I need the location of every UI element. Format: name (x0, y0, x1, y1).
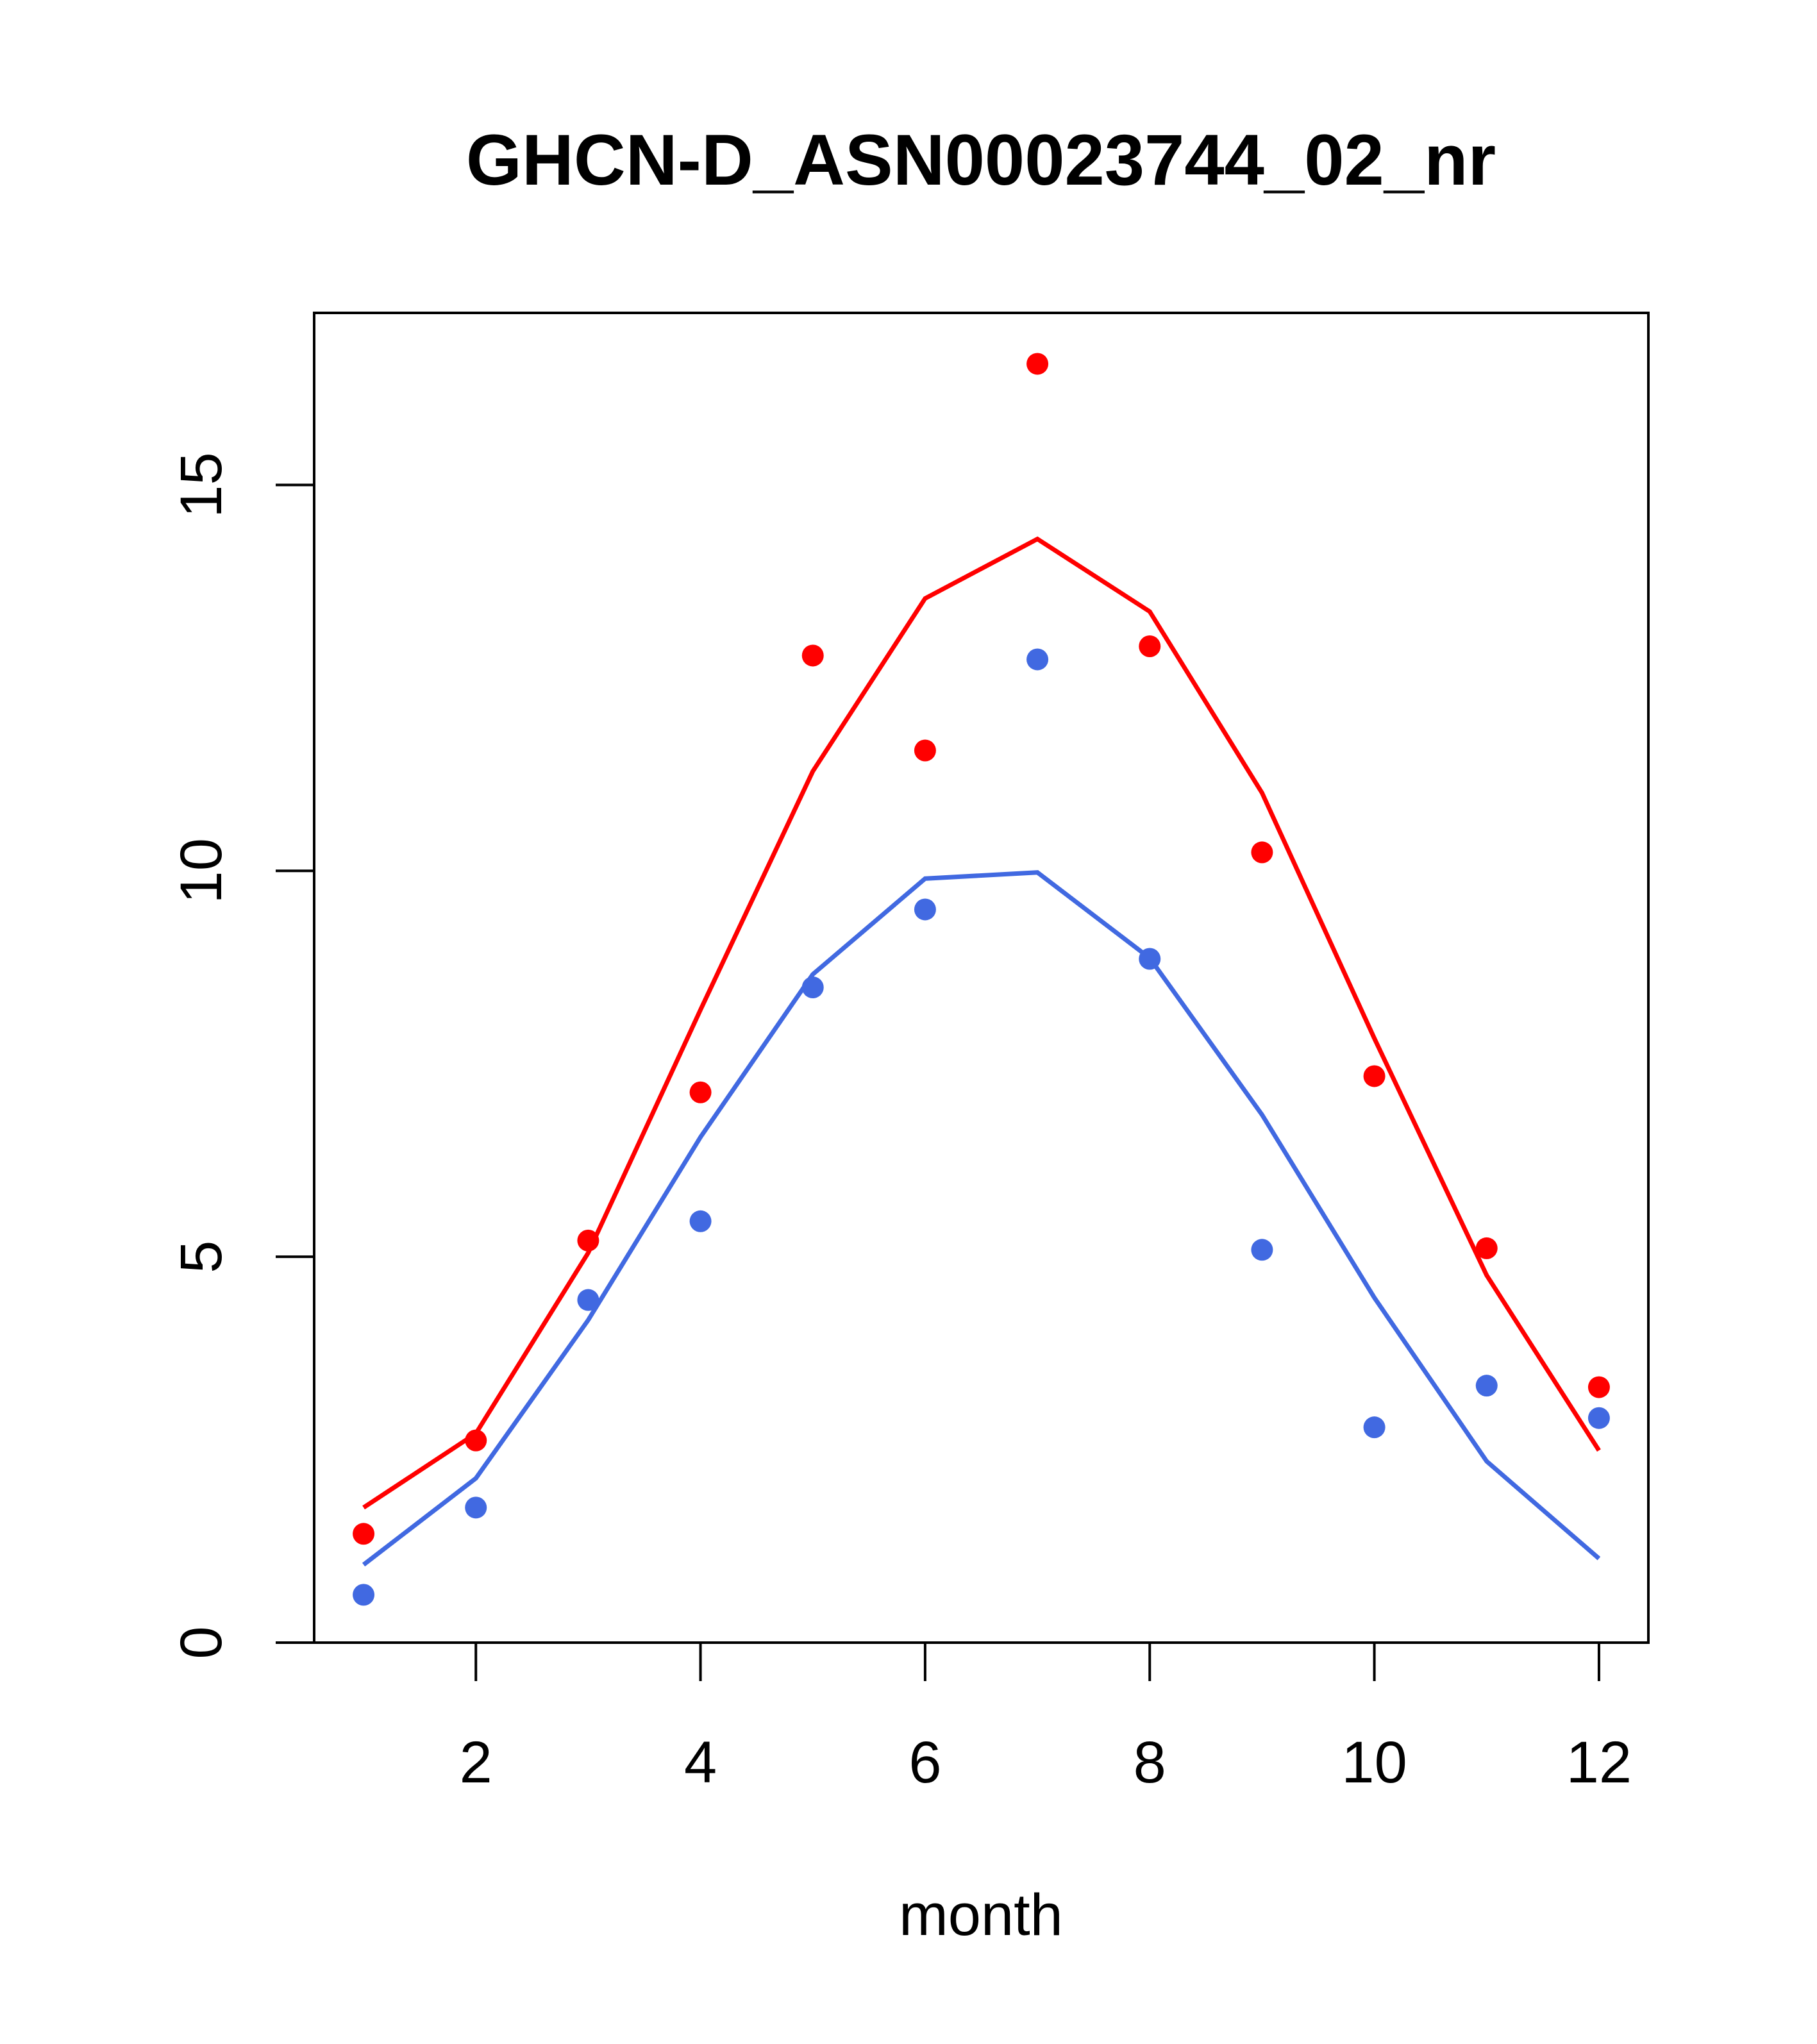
data-point (1139, 635, 1161, 658)
data-point (353, 1523, 375, 1545)
data-point (1026, 353, 1049, 375)
y-tick-label: 0 (169, 1626, 234, 1659)
data-point (577, 1229, 599, 1252)
data-point (914, 739, 936, 762)
data-point (801, 644, 824, 667)
plot-frame (313, 312, 1650, 1644)
data-point (1139, 948, 1161, 970)
y-tick-label: 15 (169, 452, 234, 517)
data-point (465, 1496, 487, 1519)
data-point (1587, 1407, 1610, 1429)
marks (353, 353, 1610, 1606)
x-tick-label: 10 (1341, 1730, 1407, 1795)
data-point (914, 898, 936, 921)
axes: 2 4 6 8 10 12 0 5 10 15 (169, 452, 1632, 1795)
data-point (1587, 1376, 1610, 1398)
x-tick-label: 6 (908, 1730, 941, 1795)
chart-title: GHCN-D_ASN00023744_02_nr (466, 120, 1496, 200)
data-point (353, 1584, 375, 1606)
data-point (1475, 1237, 1498, 1259)
series-line (362, 536, 1601, 1510)
series-line (362, 870, 1601, 1567)
x-tick-label: 2 (460, 1730, 492, 1795)
data-point (1363, 1065, 1386, 1087)
data-point (577, 1289, 599, 1311)
x-axis-label: month (899, 1882, 1063, 1948)
data-point (689, 1081, 712, 1103)
data-point (801, 976, 824, 999)
data-point (465, 1429, 487, 1452)
data-point (1363, 1416, 1386, 1439)
x-tick-label: 8 (1134, 1730, 1166, 1795)
x-tick-label: 12 (1566, 1730, 1632, 1795)
data-point (1475, 1375, 1498, 1397)
data-point (1026, 648, 1049, 671)
data-point (1251, 1239, 1273, 1261)
y-tick-label: 5 (169, 1241, 234, 1273)
y-tick-label: 10 (169, 838, 234, 903)
data-point (1251, 841, 1273, 864)
x-tick-label: 4 (684, 1730, 717, 1795)
data-point (689, 1210, 712, 1232)
